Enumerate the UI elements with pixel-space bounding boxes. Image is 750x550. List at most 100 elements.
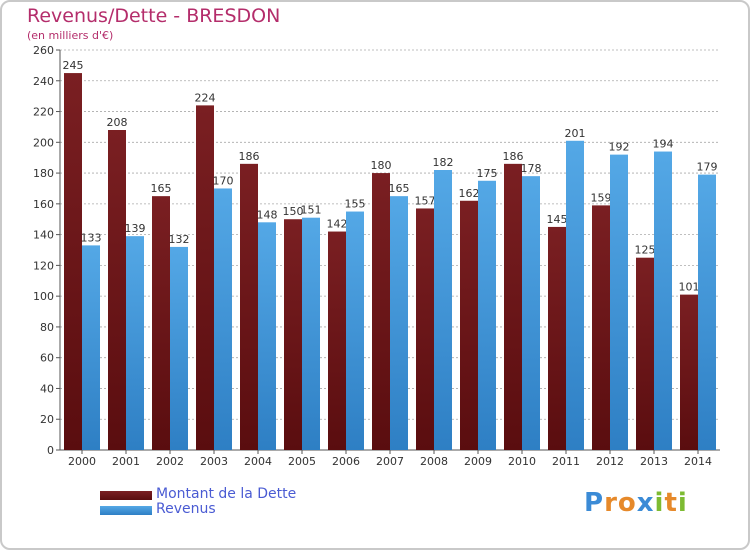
legend-swatch-revenue xyxy=(100,506,152,515)
data-label-debt: 186 xyxy=(503,150,524,163)
bar-revenue-2001 xyxy=(126,236,144,450)
bar-revenue-2006 xyxy=(346,211,364,450)
y-tick-label: 200 xyxy=(33,136,54,149)
data-label-revenue: 151 xyxy=(301,204,322,217)
bar-revenue-2013 xyxy=(654,151,672,451)
data-label-debt: 180 xyxy=(371,159,392,172)
data-label-revenue: 201 xyxy=(565,127,586,140)
data-label-debt: 157 xyxy=(415,194,436,207)
data-label-revenue: 139 xyxy=(125,222,146,235)
bar-debt-2001 xyxy=(108,130,126,450)
y-tick-label: 140 xyxy=(33,229,54,242)
chart-subtitle: (en milliers d'€) xyxy=(27,29,114,42)
bar-revenue-2011 xyxy=(566,140,584,450)
x-tick-label: 2002 xyxy=(156,455,184,468)
bar-debt-2002 xyxy=(152,196,170,450)
bar-revenue-2009 xyxy=(478,180,496,450)
bar-revenue-2003 xyxy=(214,188,232,450)
data-label-revenue: 179 xyxy=(697,161,718,174)
data-label-revenue: 178 xyxy=(521,162,542,175)
data-label-debt: 186 xyxy=(239,150,260,163)
logo-letter: r xyxy=(604,488,618,518)
x-tick-label: 2014 xyxy=(684,455,712,468)
y-tick-label: 0 xyxy=(47,444,54,457)
x-tick-label: 2013 xyxy=(640,455,668,468)
data-label-revenue: 175 xyxy=(477,167,498,180)
legend-label-revenue: Revenus xyxy=(156,501,216,517)
y-tick-label: 20 xyxy=(40,413,54,426)
data-label-debt: 162 xyxy=(459,187,480,200)
logo-letter: x xyxy=(636,488,655,518)
bar-revenue-2007 xyxy=(390,196,408,450)
x-tick-label: 2006 xyxy=(332,455,360,468)
x-tick-label: 2007 xyxy=(376,455,404,468)
data-label-revenue: 194 xyxy=(653,138,674,151)
y-tick-label: 160 xyxy=(33,198,54,211)
data-label-debt: 208 xyxy=(107,116,128,129)
x-tick-label: 2005 xyxy=(288,455,316,468)
data-label-revenue: 155 xyxy=(345,198,366,211)
data-label-revenue: 192 xyxy=(609,141,630,154)
data-label-debt: 150 xyxy=(283,205,304,218)
logo-letter: t xyxy=(664,488,678,518)
data-label-debt: 101 xyxy=(679,281,700,294)
bar-debt-2014 xyxy=(680,294,698,450)
data-label-revenue: 132 xyxy=(169,233,190,246)
data-label-debt: 224 xyxy=(195,91,216,104)
data-label-revenue: 148 xyxy=(257,208,278,221)
data-label-debt: 159 xyxy=(591,191,612,204)
logo-letter: i xyxy=(677,488,688,518)
y-tick-label: 220 xyxy=(33,106,54,119)
data-label-debt: 145 xyxy=(547,213,568,226)
x-tick-label: 2004 xyxy=(244,455,272,468)
bar-debt-2012 xyxy=(592,205,610,450)
bar-revenue-2000 xyxy=(82,245,100,450)
bar-revenue-2012 xyxy=(610,154,628,450)
x-tick-label: 2003 xyxy=(200,455,228,468)
x-tick-label: 2008 xyxy=(420,455,448,468)
y-tick-label: 60 xyxy=(40,352,54,365)
bar-revenue-2014 xyxy=(698,174,716,450)
logo-letter: P xyxy=(584,488,605,518)
bar-revenue-2005 xyxy=(302,217,320,450)
y-tick-label: 120 xyxy=(33,259,54,272)
x-tick-label: 2012 xyxy=(596,455,624,468)
x-tick-label: 2000 xyxy=(68,455,96,468)
bar-debt-2007 xyxy=(372,173,390,451)
y-tick-label: 240 xyxy=(33,75,54,88)
y-tick-label: 80 xyxy=(40,321,54,334)
logo-letter: o xyxy=(617,488,637,518)
legend-label-debt: Montant de la Dette xyxy=(156,486,297,502)
bar-debt-2003 xyxy=(196,105,214,450)
data-label-revenue: 165 xyxy=(389,182,410,195)
data-label-revenue: 133 xyxy=(81,231,102,244)
bar-debt-2013 xyxy=(636,257,654,450)
logo-letter: i xyxy=(654,488,665,518)
data-label-debt: 245 xyxy=(63,59,84,72)
y-tick-label: 260 xyxy=(33,44,54,57)
x-tick-label: 2009 xyxy=(464,455,492,468)
x-tick-label: 2011 xyxy=(552,455,580,468)
bar-debt-2008 xyxy=(416,208,434,450)
bar-debt-2004 xyxy=(240,163,258,450)
bar-debt-2009 xyxy=(460,200,478,450)
data-label-debt: 142 xyxy=(327,218,348,231)
x-tick-label: 2001 xyxy=(112,455,140,468)
data-label-debt: 165 xyxy=(151,182,172,195)
y-tick-label: 100 xyxy=(33,290,54,303)
bar-debt-2010 xyxy=(504,163,522,450)
legend-swatch-debt xyxy=(100,491,152,500)
bar-debt-2011 xyxy=(548,226,566,450)
bar-revenue-2008 xyxy=(434,170,452,450)
bar-debt-2005 xyxy=(284,219,302,450)
proxiti-logo: Proxiti xyxy=(584,488,688,518)
y-tick-label: 180 xyxy=(33,167,54,180)
bar-revenue-2002 xyxy=(170,246,188,450)
data-label-revenue: 170 xyxy=(213,174,234,187)
data-label-debt: 125 xyxy=(635,244,656,257)
data-label-revenue: 182 xyxy=(433,156,454,169)
bar-debt-2006 xyxy=(328,231,346,450)
x-tick-label: 2010 xyxy=(508,455,536,468)
bar-revenue-2010 xyxy=(522,176,540,450)
